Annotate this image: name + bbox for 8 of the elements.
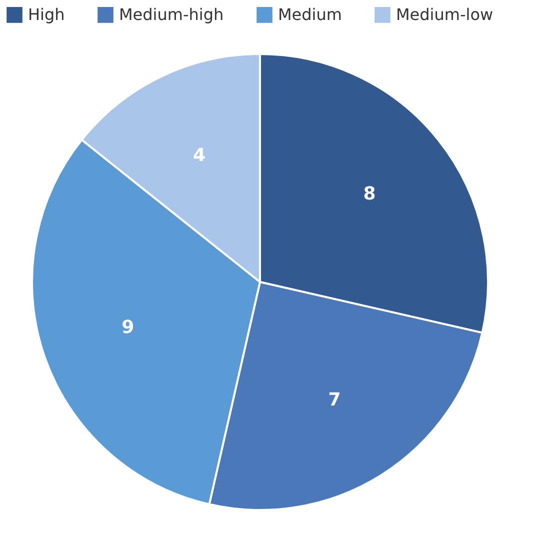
data-label: 9 (122, 317, 134, 338)
data-label: 7 (328, 390, 341, 411)
data-label: 4 (192, 144, 206, 166)
legend-label: Medium-low (396, 4, 494, 24)
legend-label: Medium (278, 4, 342, 24)
data-label: 8 (363, 184, 376, 205)
legend-label: Medium-high (119, 4, 224, 24)
legend-label: High (28, 4, 65, 24)
